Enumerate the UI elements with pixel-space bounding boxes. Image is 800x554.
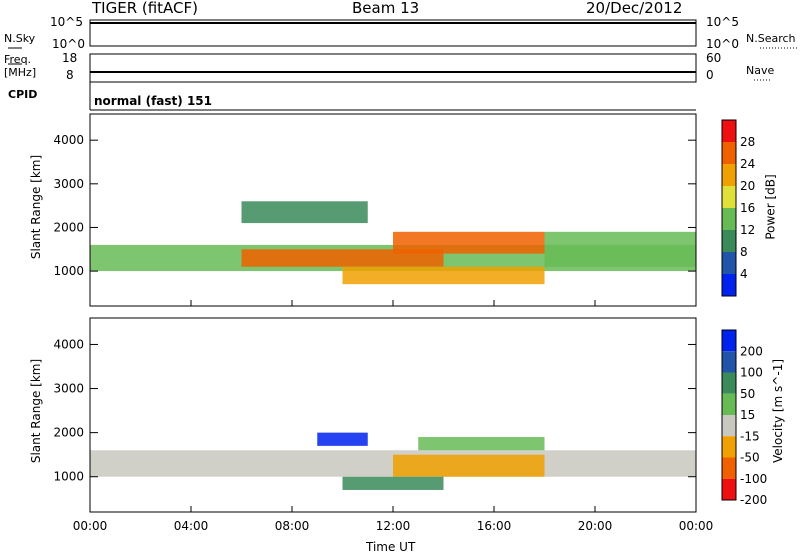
power-colorbar-cell-0 xyxy=(722,274,736,296)
date-title: 20/Dec/2012 xyxy=(586,0,683,17)
velocity-colorbar-cell-4 xyxy=(722,415,736,437)
nsky-strip-frame xyxy=(89,19,697,47)
power-echo-band-4 xyxy=(544,231,696,267)
freq-tick-top: 18 xyxy=(62,51,78,65)
velocity-colorbar-tick-0: 200 xyxy=(740,344,763,358)
power-colorbar-tick-0: 4 xyxy=(740,267,748,281)
nsky-tick-bottom: 10^0 xyxy=(52,37,85,51)
velocity-colorbar-tick-2: 50 xyxy=(740,387,755,401)
power-colorbar-tick-1: 8 xyxy=(740,245,748,259)
power-ytick-label-0: 1000 xyxy=(53,264,84,278)
power-colorbar-tick-4: 20 xyxy=(740,179,755,193)
power-colorbar-tick-6: 28 xyxy=(740,135,755,149)
xtick-label-2: 08:00 xyxy=(275,519,310,533)
power-ytick-label-1: 2000 xyxy=(53,220,84,234)
velocity-ytick-label-0: 1000 xyxy=(53,470,84,484)
nsky-tick-top: 10^5 xyxy=(50,15,83,29)
nsearch-tick-top: 10^5 xyxy=(706,15,739,29)
power-colorbar-cell-2 xyxy=(722,230,736,252)
nsearch-tick-bottom: 10^0 xyxy=(706,37,739,51)
velocity-ytick-label-1: 2000 xyxy=(53,426,84,440)
power-echo-band-3 xyxy=(393,231,545,254)
velocity-echo-band-1 xyxy=(317,432,368,446)
xtick-label-4: 16:00 xyxy=(477,519,512,533)
velocity-colorbar-tick-3: 15 xyxy=(740,408,755,422)
power-colorbar-cell-7 xyxy=(722,120,736,142)
freq-tick-bottom: 8 xyxy=(66,68,74,82)
nave-label: Nave xyxy=(746,64,775,77)
beam-title: Beam 13 xyxy=(352,0,420,17)
velocity-colorbar-cell-0 xyxy=(722,330,736,352)
xtick-label-6: 00:00 xyxy=(679,519,714,533)
cpid-value: normal (fast) 151 xyxy=(94,94,212,108)
power-colorbar-cell-4 xyxy=(722,186,736,208)
power-colorbar-cell-3 xyxy=(722,208,736,230)
velocity-ytick-label-2: 3000 xyxy=(53,382,84,396)
nave-tick-bottom: 0 xyxy=(706,68,714,82)
velocity-colorbar-tick-4: -15 xyxy=(740,429,760,443)
station-title: TIGER (fitACF) xyxy=(92,0,199,17)
power-colorbar-tick-2: 12 xyxy=(740,223,755,237)
xtick-label-3: 12:00 xyxy=(376,519,411,533)
nsearch-label: N.Search xyxy=(746,32,796,45)
xtick-label-5: 20:00 xyxy=(578,519,613,533)
x-axis-label: Time UT xyxy=(366,540,416,554)
power-ytick-label-3: 4000 xyxy=(53,133,84,147)
velocity-colorbar-frame xyxy=(721,329,737,501)
power-echo-band-5 xyxy=(241,201,368,224)
xtick-label-0: 00:00 xyxy=(73,519,108,533)
velocity-echo-band-2 xyxy=(393,454,545,477)
velocity-colorbar-tick-5: -50 xyxy=(740,451,760,465)
velocity-colorbar-cell-7 xyxy=(722,478,736,500)
velocity-colorbar-cell-5 xyxy=(722,436,736,458)
velocity-ytick-label-3: 4000 xyxy=(53,337,84,351)
velocity-colorbar-cell-1 xyxy=(722,351,736,373)
power-colorbar-tick-3: 16 xyxy=(740,201,755,215)
freq-strip-frame xyxy=(89,53,697,83)
velocity-colorbar-cell-2 xyxy=(722,372,736,394)
power-colorbar-cell-6 xyxy=(722,142,736,164)
power-colorbar-frame xyxy=(721,119,737,297)
freq-label: Freq. xyxy=(4,53,32,66)
power-ytick-label-2: 3000 xyxy=(53,177,84,191)
velocity-colorbar-cell-3 xyxy=(722,393,736,415)
power-colorbar-cell-1 xyxy=(722,252,736,274)
cpid-label: CPID xyxy=(8,88,38,101)
velocity-colorbar-tick-6: -100 xyxy=(740,472,767,486)
velocity-echo-band-3 xyxy=(418,437,545,451)
power-echo-band-2 xyxy=(342,266,545,285)
velocity-colorbar-tick-7: -200 xyxy=(740,493,767,507)
xtick-label-1: 04:00 xyxy=(174,519,209,533)
freq-unit: [MHz] xyxy=(4,66,37,79)
power-colorbar-cell-5 xyxy=(722,164,736,186)
velocity-echo-band-4 xyxy=(342,476,444,490)
velocity-colorbar-cell-6 xyxy=(722,457,736,479)
nave-tick-top: 60 xyxy=(706,51,722,65)
nsky-label: N.Sky xyxy=(4,32,36,45)
power-colorbar-tick-5: 24 xyxy=(740,157,755,171)
velocity-colorbar-tick-1: 100 xyxy=(740,366,763,380)
